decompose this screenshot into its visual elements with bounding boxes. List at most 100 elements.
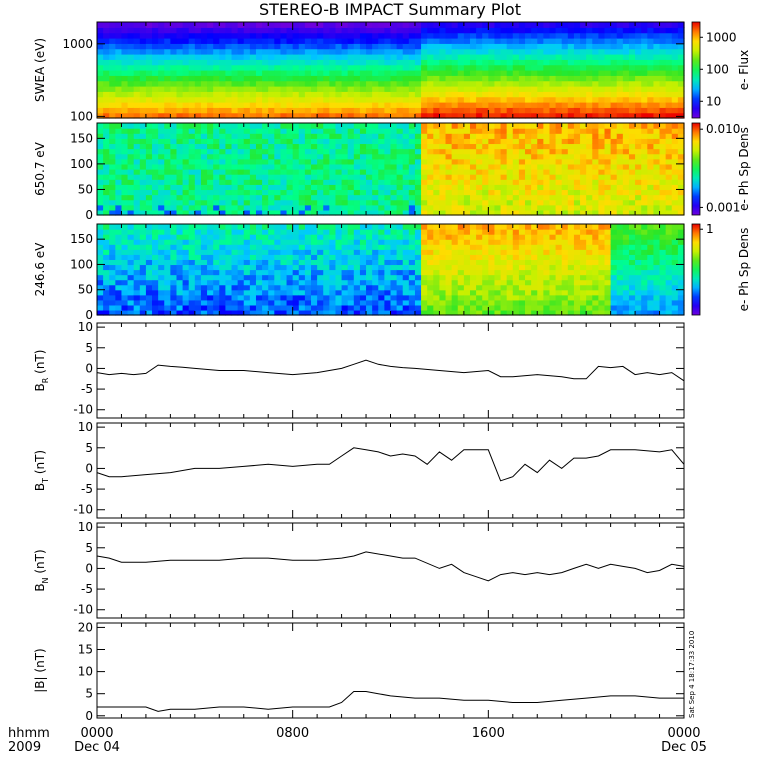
heatmap-cell xyxy=(249,309,257,316)
heatmap-cell xyxy=(97,204,104,211)
heatmap-cell xyxy=(311,254,318,260)
heatmap-cell xyxy=(200,153,208,160)
heatmap-cell xyxy=(200,209,208,216)
heatmap-cell xyxy=(378,107,385,114)
heatmap-cell xyxy=(567,27,575,34)
heatmap-cell xyxy=(262,179,269,185)
heatmap-cell xyxy=(622,138,630,145)
heatmap-cell xyxy=(268,27,275,34)
heatmap-cell xyxy=(347,128,355,134)
heatmap-cell xyxy=(635,179,642,185)
heatmap-cell xyxy=(176,59,184,66)
heatmap-cell xyxy=(317,259,324,266)
heatmap-cell xyxy=(121,204,129,211)
heatmap-cell xyxy=(598,107,606,114)
heatmap-cell xyxy=(219,209,226,216)
y-axis-label: SWEA (eV) xyxy=(33,38,47,102)
heatmap-cell xyxy=(476,138,483,145)
heatmap-cell xyxy=(635,70,642,76)
heatmap-cell xyxy=(390,148,398,155)
heatmap-cell xyxy=(237,107,245,114)
heatmap-cell xyxy=(469,299,477,306)
heatmap-cell xyxy=(414,163,422,170)
heatmap-cell xyxy=(347,224,355,230)
heatmap-cell xyxy=(414,128,422,134)
heatmap-cell xyxy=(335,309,343,316)
heatmap-cell xyxy=(414,138,422,145)
heatmap-cell xyxy=(225,54,233,60)
heatmap-cell xyxy=(274,244,282,250)
heatmap-cell xyxy=(506,70,514,76)
heatmap-cell xyxy=(616,158,624,165)
heatmap-cell xyxy=(427,133,434,139)
heatmap-cell xyxy=(616,43,624,50)
heatmap-cell xyxy=(139,234,147,240)
heatmap-cell xyxy=(359,304,367,311)
heatmap-cell xyxy=(341,244,349,250)
heatmap-cell xyxy=(402,304,410,311)
heatmap-cell xyxy=(311,158,318,165)
heatmap-cell xyxy=(421,309,428,316)
heatmap-cell xyxy=(268,299,275,306)
heatmap-cell xyxy=(659,91,667,98)
heatmap-cell xyxy=(439,229,447,235)
heatmap-cell xyxy=(622,153,630,160)
heatmap-cell xyxy=(421,27,428,34)
heatmap-cell xyxy=(390,304,398,311)
heatmap-cell xyxy=(225,64,233,71)
heatmap-cell xyxy=(347,304,355,311)
heatmap-cell xyxy=(610,158,618,165)
heatmap-cell xyxy=(665,163,673,170)
heatmap-cell xyxy=(115,194,123,201)
heatmap-cell xyxy=(311,148,318,155)
heatmap-cell xyxy=(378,284,385,291)
heatmap-cell xyxy=(561,80,569,87)
heatmap-cell xyxy=(622,32,630,39)
heatmap-cell xyxy=(341,309,349,316)
heatmap-cell xyxy=(384,38,392,44)
heatmap-cell xyxy=(531,148,538,155)
heatmap-cell xyxy=(97,27,104,34)
heatmap-cell xyxy=(329,48,337,55)
heatmap-cell xyxy=(194,163,202,170)
heatmap-cell xyxy=(366,64,373,71)
heatmap-cell xyxy=(665,48,673,55)
heatmap-cell xyxy=(665,179,673,185)
heatmap-cell xyxy=(176,158,184,165)
heatmap-cell xyxy=(586,194,593,201)
heatmap-cell xyxy=(402,43,410,50)
heatmap-cell xyxy=(659,102,667,108)
heatmap-cell xyxy=(109,279,116,286)
heatmap-cell xyxy=(592,112,599,119)
heatmap-cell xyxy=(414,153,422,160)
heatmap-cell xyxy=(249,64,257,71)
heatmap-cell xyxy=(469,75,477,82)
colorbar xyxy=(691,21,701,119)
heatmap-cell xyxy=(292,244,300,250)
heatmap-cell xyxy=(525,59,532,66)
heatmap-cell xyxy=(580,43,587,50)
heatmap-cell xyxy=(378,249,385,255)
heatmap-cell xyxy=(121,80,129,87)
heatmap-cell xyxy=(592,102,599,108)
heatmap-cell xyxy=(463,254,471,260)
heatmap-cell xyxy=(586,189,593,196)
heatmap-cell xyxy=(622,179,630,185)
heatmap-cell xyxy=(671,64,679,71)
heatmap-cell xyxy=(335,22,343,28)
heatmap-cell xyxy=(555,91,563,98)
heatmap-cell xyxy=(268,80,275,87)
heatmap-cell xyxy=(555,279,563,286)
heatmap-cell xyxy=(133,27,141,34)
heatmap-cell xyxy=(549,70,557,76)
heatmap-cell xyxy=(347,123,355,129)
heatmap-cell xyxy=(506,148,514,155)
heatmap-cell xyxy=(121,163,129,170)
heatmap-cell xyxy=(115,158,123,165)
heatmap-cell xyxy=(665,138,673,145)
heatmap-cell xyxy=(598,153,606,160)
heatmap-cell xyxy=(176,32,184,39)
heatmap-cell xyxy=(109,224,116,230)
heatmap-cell xyxy=(152,274,159,281)
heatmap-cell xyxy=(451,234,459,240)
